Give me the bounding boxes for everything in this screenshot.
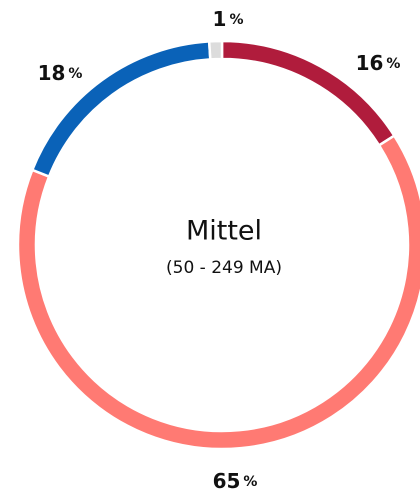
slice-unit: % [386,56,400,72]
slice-unit: % [243,474,257,490]
slice-value: 65 [213,469,241,493]
slice-value: 1 [213,7,227,31]
slice-value: 16 [356,51,384,75]
slice-label: 1% [213,7,244,31]
slice-unit: % [229,12,243,28]
slice-value: 18 [38,61,66,85]
donut-slice [207,39,224,61]
slice-label: 65% [213,469,258,493]
donut-slice [16,133,420,451]
center-title: Mittel [186,216,262,247]
slice-label: 18% [38,61,83,85]
slice-label: 16% [356,51,401,75]
center-subtitle: (50 - 249 MA) [166,258,282,278]
slice-unit: % [68,66,82,82]
